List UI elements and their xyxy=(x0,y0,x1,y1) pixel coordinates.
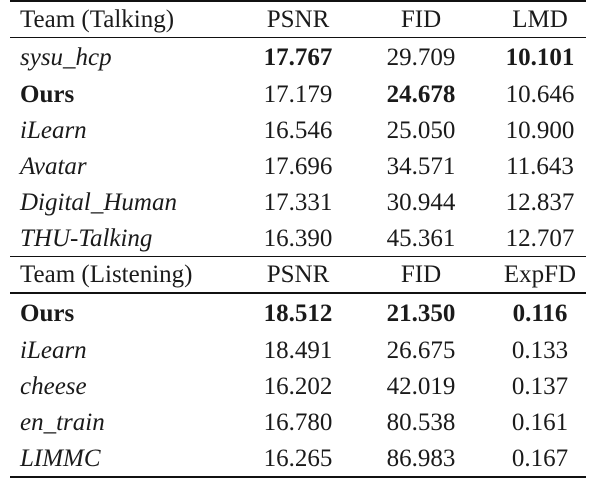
team-name: cheese xyxy=(20,372,87,400)
fid-value: 29.709 xyxy=(386,43,456,71)
fid-value: 34.571 xyxy=(386,152,456,180)
psnr-value: 17.696 xyxy=(263,152,333,180)
talking-header-lmd: LMD xyxy=(494,0,586,38)
expfd-value: 0.161 xyxy=(511,408,569,436)
fid-value: 80.538 xyxy=(386,408,456,436)
table-row: cheese 16.202 42.019 0.137 xyxy=(10,368,586,404)
fid-value: 24.678 xyxy=(386,80,456,108)
table-row: en_train 16.780 80.538 0.161 xyxy=(10,404,586,440)
listening-header-expfd: ExpFD xyxy=(494,256,586,294)
psnr-value: 16.265 xyxy=(248,440,348,478)
psnr-value: 18.512 xyxy=(263,299,333,327)
lmd-value: 12.837 xyxy=(505,188,575,216)
table-row: Digital_Human 17.331 30.944 12.837 xyxy=(10,184,586,220)
psnr-value: 16.390 xyxy=(263,224,333,252)
team-name: Digital_Human xyxy=(20,188,177,216)
fid-value: 45.361 xyxy=(386,224,456,252)
psnr-value: 18.491 xyxy=(263,336,333,364)
team-name: Ours xyxy=(20,80,75,108)
team-name: iLearn xyxy=(20,116,87,144)
table-row: THU-Talking 16.390 45.361 12.707 xyxy=(10,220,586,257)
listening-header-row: Team (Listening) PSNR FID ExpFD xyxy=(10,256,586,294)
table-row: LIMMC 16.265 86.983 0.167 xyxy=(10,440,586,478)
talking-header-fid: FID xyxy=(348,0,494,38)
psnr-value: 17.331 xyxy=(263,188,333,216)
table-row: Avatar 17.696 34.571 11.643 xyxy=(10,148,586,184)
lmd-value: 10.101 xyxy=(505,43,575,71)
table-row: iLearn 18.491 26.675 0.133 xyxy=(10,332,586,368)
lmd-value: 10.646 xyxy=(505,80,575,108)
fid-value: 30.944 xyxy=(386,188,456,216)
talking-header-row: Team (Talking) PSNR FID LMD xyxy=(10,0,586,38)
listening-header-psnr: PSNR xyxy=(248,256,348,294)
table-row: iLearn 16.546 25.050 10.900 xyxy=(10,112,586,148)
psnr-value: 16.780 xyxy=(263,408,333,436)
lmd-value: 11.643 xyxy=(506,152,574,180)
expfd-value: 0.116 xyxy=(512,299,568,327)
expfd-value: 0.167 xyxy=(494,440,586,478)
table-row: sysu_hcp 17.767 29.709 10.101 xyxy=(10,38,586,77)
expfd-value: 0.137 xyxy=(511,372,569,400)
team-name: Ours xyxy=(20,299,75,327)
psnr-value: 17.179 xyxy=(263,80,333,108)
team-name: THU-Talking xyxy=(20,224,153,252)
psnr-value: 17.767 xyxy=(263,43,333,71)
team-name: iLearn xyxy=(20,336,87,364)
team-name: sysu_hcp xyxy=(20,43,112,71)
talking-header-team: Team (Talking) xyxy=(10,0,248,38)
team-name: LIMMC xyxy=(10,440,248,478)
fid-value: 25.050 xyxy=(386,116,456,144)
listening-header-fid: FID xyxy=(348,256,494,294)
results-table: Team (Talking) PSNR FID LMD sysu_hcp 17.… xyxy=(10,0,586,478)
fid-value: 26.675 xyxy=(386,336,456,364)
lmd-value: 10.900 xyxy=(505,116,575,144)
fid-value: 21.350 xyxy=(386,299,456,327)
team-name: Avatar xyxy=(20,152,87,180)
listening-header-team: Team (Listening) xyxy=(10,256,248,294)
fid-value: 86.983 xyxy=(348,440,494,478)
team-name: en_train xyxy=(20,408,105,436)
talking-header-psnr: PSNR xyxy=(248,0,348,38)
fid-value: 42.019 xyxy=(386,372,456,400)
lmd-value: 12.707 xyxy=(505,224,575,252)
table-row: Ours 17.179 24.678 10.646 xyxy=(10,76,586,112)
psnr-value: 16.202 xyxy=(263,372,333,400)
psnr-value: 16.546 xyxy=(263,116,333,144)
table-row: Ours 18.512 21.350 0.116 xyxy=(10,293,586,332)
expfd-value: 0.133 xyxy=(511,336,569,364)
